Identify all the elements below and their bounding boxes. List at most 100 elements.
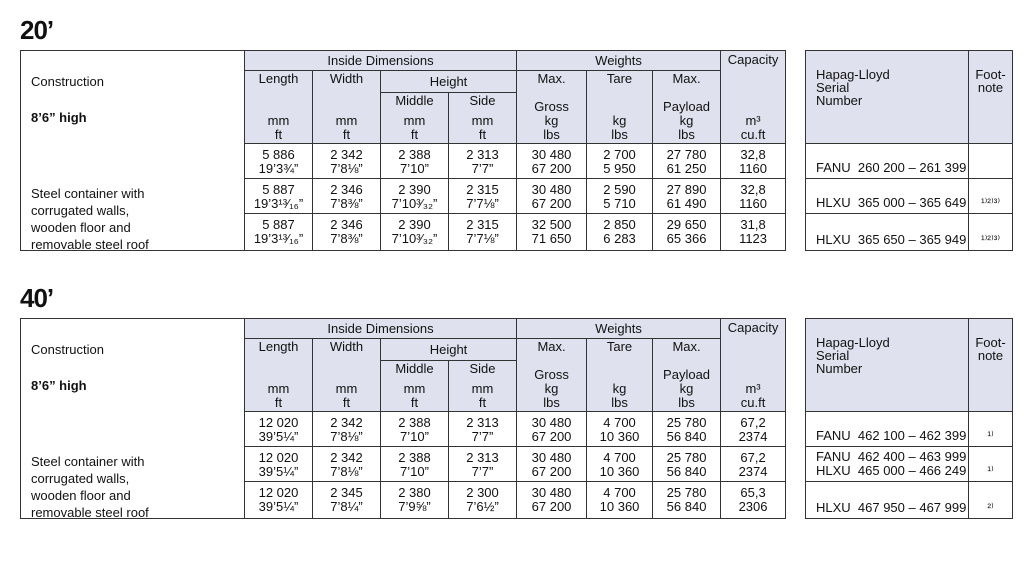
construction-line: wooden floor and [31,488,131,503]
data-value: 2 315 [466,182,499,197]
data-value: 27 890 [666,182,707,197]
data-cell: 2 342 7’8⅛” [312,446,381,482]
data-value: 29 650 [666,217,707,232]
column-header: Middle mm ft [380,360,449,412]
data-value: 1160 [739,161,768,176]
column-header-box: Tare kg lbs [587,339,652,410]
column-header: Max. Payload kg lbs [652,70,722,144]
data-cell: 5 887 19’3¹³⁄₁₆” [244,213,313,251]
data-cell: 25 780 56 840 [652,411,722,447]
data-cell: 30 480 67 200 [516,143,588,179]
serial-row: FANU 260 200 – 261 399 [805,143,1013,179]
column-bottom: mm ft [313,382,380,410]
data-value: 10 360 [599,499,640,514]
height-class: 8’6” high [31,110,87,125]
group-header: Weights [516,50,722,71]
data-cell: 2 300 7’6½” [447,481,518,519]
column-header: Length mm ft [244,70,313,144]
column-bottom: mm ft [381,382,448,410]
footnote-cell: ¹⁾²⁾³⁾ [968,178,1013,214]
unit: ft [274,127,283,142]
data-value: 7’7” [471,161,494,176]
capacity-header: Capacity m³ cu.ft [720,50,787,144]
data-cell: 2 313 7’7” [447,446,518,482]
unit: lbs [678,395,695,410]
column-header-box: Side mm ft [449,361,516,410]
data-cell: 2 390 7’10³⁄₃₂” [380,213,449,251]
column-bottom: kg lbs [587,382,652,410]
data-cell: 2 346 7’8⅜” [312,178,381,214]
data-cell: 2 315 7’7⅛” [447,178,518,214]
data-cell: 30 480 67 200 [516,446,588,482]
data-value: 12 020 [258,450,299,465]
serial-cell: FANU 462 100 – 462 399 [805,411,969,447]
data-value: 2 313 [466,147,499,162]
footnote-header-line: Foot- [975,335,1006,350]
data-cell: 12 020 39’5¼” [244,446,313,482]
data-cell: 65,3 2306 [720,481,787,519]
data-value: 7’7” [471,464,494,479]
column-header-box: Max. Gross kg lbs [517,71,586,142]
data-value: 7’10” [400,464,429,479]
data-value: 67 200 [531,429,572,444]
data-cell: 5 887 19’3¹³⁄₁₆” [244,178,313,214]
serial-number-group: HLXU 365 650 – 365 949 [816,233,968,247]
data-value: 19’3¾” [258,161,299,176]
unit: lbs [543,127,560,142]
data-value: 2 388 [398,450,431,465]
unit: lbs [678,127,695,142]
footnote: ¹⁾ [987,430,994,442]
unit: mm [335,381,358,396]
column-bottom: mm ft [313,114,380,142]
serial-row: HLXU 467 950 – 467 999 ²⁾ [805,481,1013,519]
data-value: 39’5¼” [258,464,299,479]
unit: kg [679,381,694,396]
column-label: Width [329,71,364,86]
data-cell: 27 890 61 490 [652,178,722,214]
capacity-box: Capacity m³ cu.ft [721,319,785,410]
body: Construction 8’6” high Steel container wit… [20,50,787,252]
serial-number: FANU 260 200 – 261 399 [816,160,967,175]
data-value: 7’10” [400,161,429,176]
data-value: 65 366 [666,231,707,246]
serial-header-line: Serial [816,80,850,95]
footnote-cell: ¹⁾ [968,411,1013,447]
footnote-cell [968,143,1013,179]
unit: ft [478,395,487,410]
data-cell: 2 388 7’10” [380,143,449,179]
column-label: Max. [537,339,566,354]
unit: m³ [745,381,761,396]
unit: m³ [745,113,761,128]
height-header: Height [379,338,518,361]
data-value: 2306 [738,499,768,514]
header-row: Hapag-Lloyd Serial Number Foot-note [805,318,1013,412]
data-value: 2 346 [330,182,363,197]
data-value: 7’10” [400,429,429,444]
height-class: 8’6” high [31,378,87,393]
footnote-header-line-group: Foot-note [969,336,1012,362]
footnote-header: Foot-note [968,50,1013,144]
data-value: 2 342 [330,415,363,430]
data-value: 12 020 [258,485,299,500]
serial-header: Hapag-Lloyd Serial Number [805,50,969,144]
footnote: ¹⁾²⁾³⁾ [980,234,1001,246]
serial-number: HLXU 365 650 – 365 949 [816,232,967,247]
data-cell: 2 388 7’10” [380,411,449,447]
column-label: Payload [663,367,711,382]
data-cell: 2 313 7’7” [447,143,518,179]
column-label: Max. [672,339,701,354]
data-value: 2 390 [398,182,431,197]
data-cell: 2 700 5 950 [586,143,654,179]
data-value: 2 388 [398,147,431,162]
column-header-box: Middle mm ft [381,361,448,410]
data-value: 30 480 [531,450,572,465]
data-value: 19’3¹³⁄₁₆” [253,231,304,246]
data-value: 30 480 [531,485,572,500]
data-value: 7’8⅛” [330,161,363,176]
data-cell: 32,8 1160 [720,143,787,179]
serial-number-group: HLXU 365 000 – 365 649 [816,196,968,210]
unit: ft [410,127,419,142]
data-value: 27 780 [666,147,707,162]
column-label: Middle [395,93,434,108]
column-header-box: Width mm ft [313,339,380,410]
